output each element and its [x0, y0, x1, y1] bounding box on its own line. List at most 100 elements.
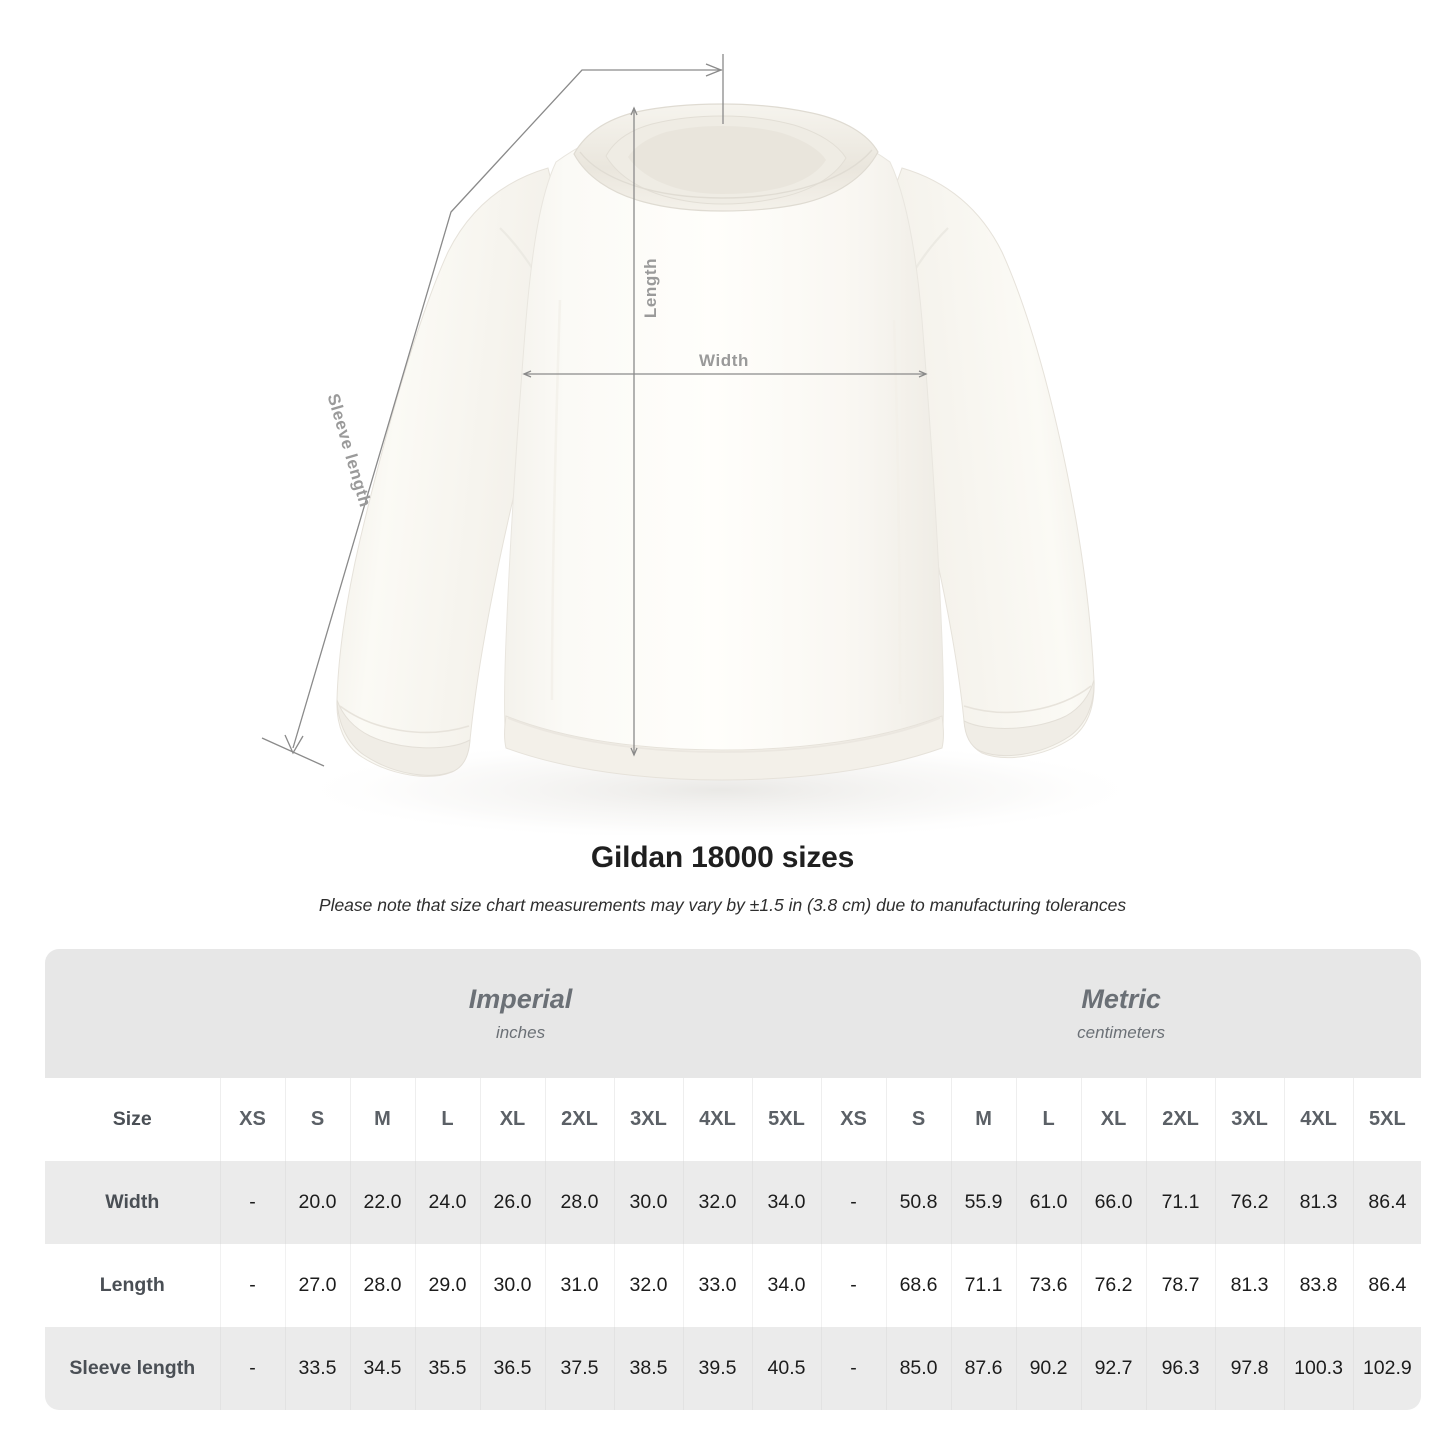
sleeve-top-arrowhead [705, 63, 723, 77]
cell-length-metric-5xl: 86.4 [1353, 1244, 1422, 1327]
cell-sleeve-metric-2xl: 96.3 [1146, 1327, 1216, 1410]
cell-length-metric-2xl: 78.7 [1146, 1244, 1216, 1327]
cell-width-metric-5xl: 86.4 [1353, 1161, 1422, 1244]
cell-sleeve-metric-xl: 92.7 [1081, 1327, 1147, 1410]
row-label-sleeve-length: Sleeve length [45, 1327, 221, 1410]
table-row-sleeve-length: Sleeve length - 33.5 34.5 35.5 36.5 37.5… [45, 1327, 1422, 1410]
size-col-imperial-l: L [415, 1078, 481, 1161]
right-cuff [963, 679, 1095, 757]
cell-length-metric-m: 71.1 [951, 1244, 1017, 1327]
size-col-imperial-m: M [350, 1078, 416, 1161]
size-col-metric-xl: XL [1081, 1078, 1147, 1161]
cell-length-imperial-xs: - [220, 1244, 286, 1327]
cell-length-imperial-s: 27.0 [285, 1244, 351, 1327]
unit-banner-spacer [45, 949, 220, 1078]
cell-sleeve-imperial-l: 35.5 [415, 1327, 481, 1410]
cell-width-metric-3xl: 76.2 [1215, 1161, 1285, 1244]
sweatshirt-illustration: Length Width Sleeve length [261, 54, 1150, 835]
row-label-length: Length [45, 1244, 221, 1327]
size-col-imperial-3xl: 3XL [614, 1078, 684, 1161]
size-col-imperial-5xl: 5XL [752, 1078, 822, 1161]
cell-width-metric-4xl: 81.3 [1284, 1161, 1354, 1244]
cell-width-metric-2xl: 71.1 [1146, 1161, 1216, 1244]
hem-seam [507, 717, 941, 753]
cell-sleeve-imperial-s: 33.5 [285, 1327, 351, 1410]
unit-imperial-cell: Imperial inches [220, 949, 822, 1078]
neck-inner-shadow [628, 126, 826, 194]
cell-sleeve-metric-5xl: 102.9 [1353, 1327, 1422, 1410]
right-cuff-seam [963, 685, 1092, 714]
cell-length-metric-s: 68.6 [886, 1244, 952, 1327]
size-col-metric-s: S [886, 1078, 952, 1161]
cell-sleeve-metric-3xl: 97.8 [1215, 1327, 1285, 1410]
collar-stitch [579, 149, 873, 199]
sleeve-length-label: Sleeve length [323, 391, 375, 509]
unit-imperial-sub: inches [495, 1022, 546, 1042]
cell-sleeve-imperial-m: 34.5 [350, 1327, 416, 1410]
size-col-imperial-xl: XL [480, 1078, 546, 1161]
size-col-metric-4xl: 4XL [1284, 1078, 1354, 1161]
left-cuff-seam [339, 705, 470, 734]
cell-length-imperial-xl: 30.0 [480, 1244, 546, 1327]
sweatshirt-body [504, 113, 944, 777]
cell-width-imperial-m: 22.0 [350, 1161, 416, 1244]
body-fold-left [550, 299, 562, 701]
unit-imperial-name: Imperial [468, 983, 573, 1014]
cell-length-metric-xl: 76.2 [1081, 1244, 1147, 1327]
size-col-metric-3xl: 3XL [1215, 1078, 1285, 1161]
size-col-imperial-xs: XS [220, 1078, 286, 1161]
length-label: Length [641, 258, 660, 318]
cell-width-imperial-s: 20.0 [285, 1161, 351, 1244]
table-row-length: Length - 27.0 28.0 29.0 30.0 31.0 32.0 3… [45, 1244, 1422, 1327]
cell-sleeve-imperial-xs: - [220, 1327, 286, 1410]
cell-length-imperial-l: 29.0 [415, 1244, 481, 1327]
cell-sleeve-imperial-2xl: 37.5 [545, 1327, 615, 1410]
size-col-metric-m: M [951, 1078, 1017, 1161]
size-col-imperial-s: S [285, 1078, 351, 1161]
cell-width-imperial-5xl: 34.0 [752, 1161, 822, 1244]
cell-sleeve-imperial-4xl: 39.5 [683, 1327, 753, 1410]
width-label: Width [699, 351, 749, 370]
sleeve-bottom-arrowhead [284, 734, 304, 755]
cell-length-imperial-m: 28.0 [350, 1244, 416, 1327]
unit-metric-name: Metric [1081, 983, 1161, 1014]
table-row-width: Width - 20.0 22.0 24.0 26.0 28.0 30.0 32… [45, 1161, 1422, 1244]
size-col-metric-2xl: 2XL [1146, 1078, 1216, 1161]
cell-width-imperial-l: 24.0 [415, 1161, 481, 1244]
cell-sleeve-metric-4xl: 100.3 [1284, 1327, 1354, 1410]
cell-width-metric-l: 61.0 [1016, 1161, 1082, 1244]
cell-width-imperial-2xl: 28.0 [545, 1161, 615, 1244]
size-chart-table: Imperial inches Metric centimeters Size … [45, 949, 1422, 1410]
garment-shadow [290, 738, 1150, 835]
cell-width-imperial-3xl: 30.0 [614, 1161, 684, 1244]
row-label-width: Width [45, 1161, 221, 1244]
unit-metric-sub: centimeters [1077, 1022, 1166, 1042]
size-col-imperial-4xl: 4XL [683, 1078, 753, 1161]
bottom-hem [504, 715, 944, 781]
cell-length-metric-l: 73.6 [1016, 1244, 1082, 1327]
unit-metric-cell: Metric centimeters [821, 949, 1422, 1078]
garment-diagram: Length Width Sleeve length [261, 54, 1150, 835]
size-col-metric-l: L [1016, 1078, 1082, 1161]
cell-width-metric-xl: 66.0 [1081, 1161, 1147, 1244]
body-fold-right [892, 319, 902, 705]
size-header-label: Size [45, 1078, 221, 1161]
cell-length-imperial-4xl: 33.0 [683, 1244, 753, 1327]
size-chart-table-wrap: Imperial inches Metric centimeters Size … [45, 949, 1422, 1410]
cell-sleeve-metric-l: 90.2 [1016, 1327, 1082, 1410]
cell-length-metric-3xl: 81.3 [1215, 1244, 1285, 1327]
sleeve-length-measurement-line [292, 69, 722, 749]
cell-length-imperial-5xl: 34.0 [752, 1244, 822, 1327]
size-col-metric-xs: XS [821, 1078, 887, 1161]
size-col-metric-5xl: 5XL [1353, 1078, 1422, 1161]
size-col-imperial-2xl: 2XL [545, 1078, 615, 1161]
cell-width-imperial-xs: - [220, 1161, 286, 1244]
cell-sleeve-imperial-xl: 36.5 [480, 1327, 546, 1410]
cell-sleeve-imperial-3xl: 38.5 [614, 1327, 684, 1410]
cell-sleeve-metric-s: 85.0 [886, 1327, 952, 1410]
cell-sleeve-metric-xs: - [821, 1327, 887, 1410]
cell-length-imperial-2xl: 31.0 [545, 1244, 615, 1327]
cell-width-imperial-4xl: 32.0 [683, 1161, 753, 1244]
page-title: Gildan 18000 sizes [590, 841, 855, 874]
unit-banner-row: Imperial inches Metric centimeters [45, 949, 1422, 1078]
